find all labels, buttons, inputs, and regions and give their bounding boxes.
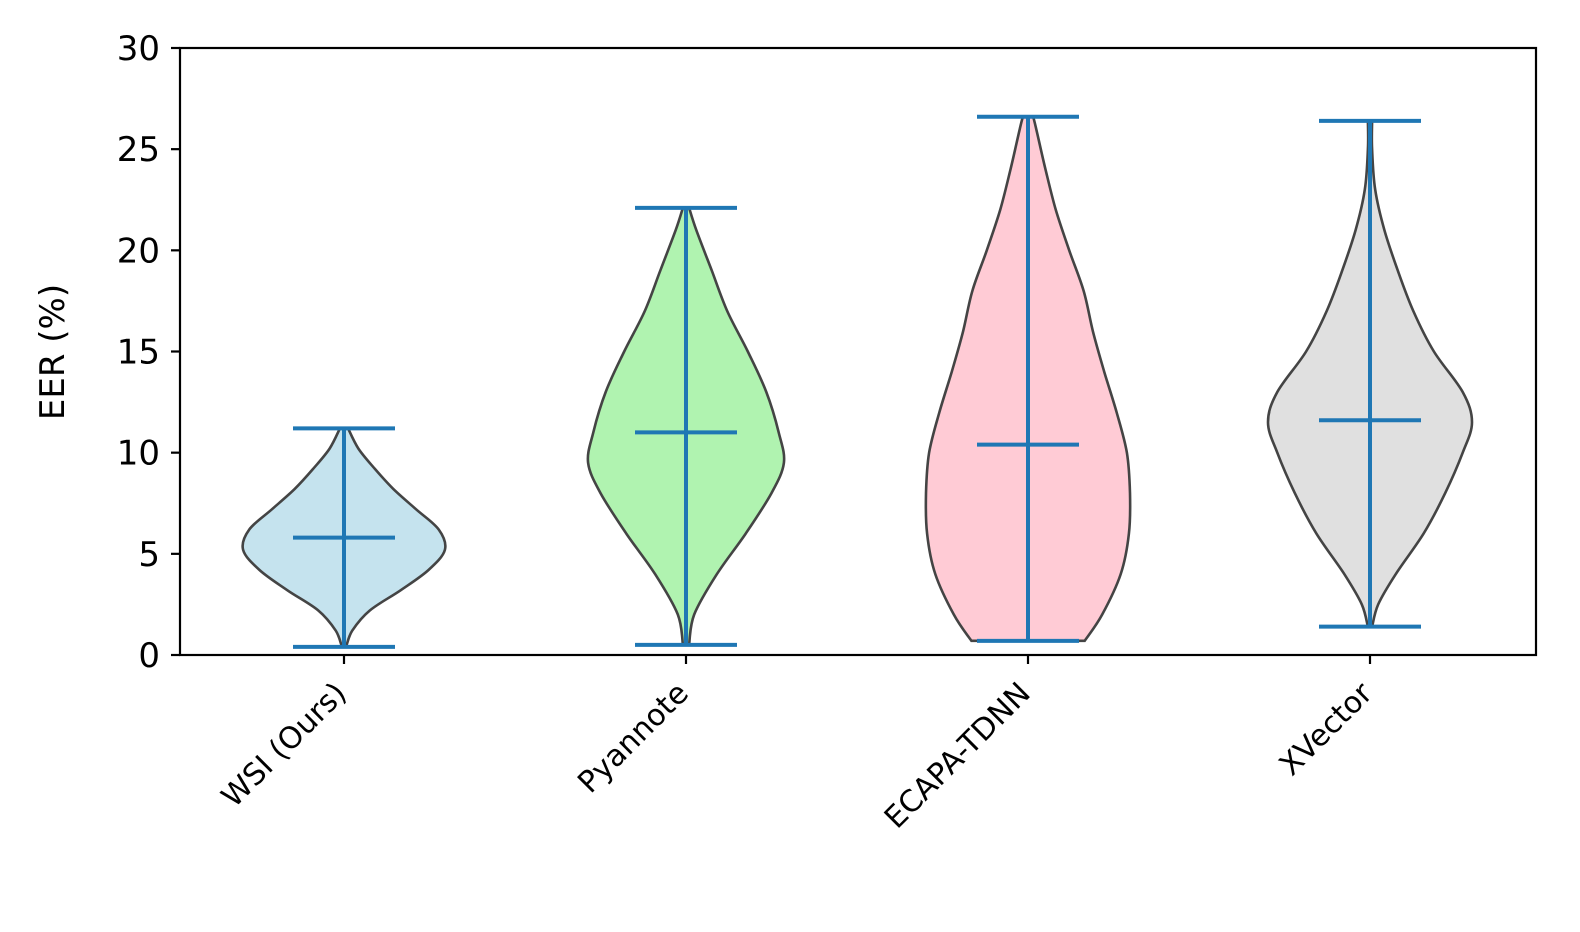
y-tick-label: 15 xyxy=(117,333,160,373)
violin-group xyxy=(586,205,786,647)
y-tick-label: 20 xyxy=(117,231,160,271)
plot-area xyxy=(241,114,1474,649)
violin-group xyxy=(241,426,447,649)
x-axis: WSI (Ours) Pyannote ECAPA-TDNN XVector xyxy=(215,655,1380,836)
y-axis-label: EER (%) xyxy=(33,284,73,420)
y-tick-label: 30 xyxy=(117,29,160,69)
x-tick-label: WSI (Ours) xyxy=(215,676,354,815)
violin-group xyxy=(1266,118,1474,629)
violin-group xyxy=(924,114,1132,643)
x-tick-label: XVector xyxy=(1273,675,1380,782)
x-tick-label: ECAPA-TDNN xyxy=(878,676,1038,836)
y-tick-label: 5 xyxy=(138,535,160,575)
x-tick-label: Pyannote xyxy=(571,676,695,800)
y-tick-label: 25 xyxy=(117,130,160,170)
y-axis: 0 5 10 15 20 25 30 xyxy=(117,29,180,676)
y-tick-label: 10 xyxy=(117,434,160,474)
y-tick-label: 0 xyxy=(138,636,160,676)
